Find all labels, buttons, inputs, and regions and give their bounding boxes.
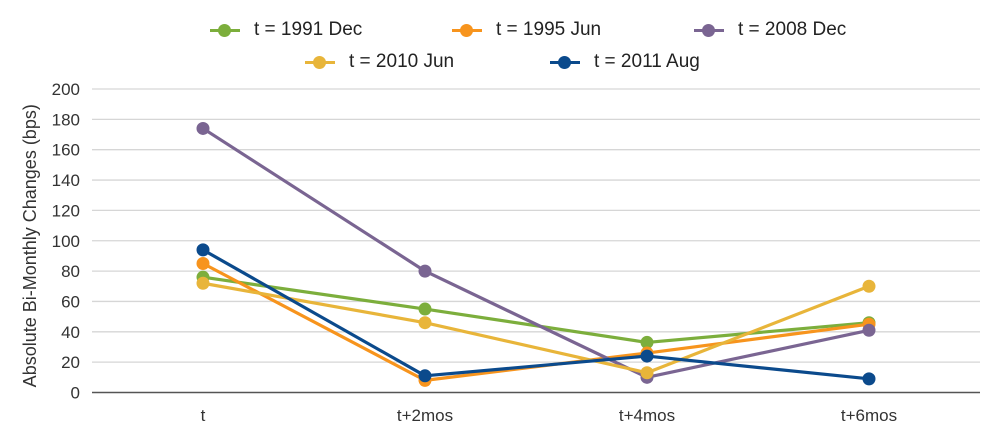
legend-item-1995-jun[interactable]: t = 1995 Jun bbox=[452, 19, 694, 41]
series-line bbox=[202, 275, 870, 345]
data-point[interactable] bbox=[196, 121, 210, 135]
x-tick-label: t bbox=[201, 406, 206, 425]
data-point[interactable] bbox=[862, 372, 876, 386]
legend-label: t = 2011 Aug bbox=[594, 51, 700, 72]
y-tick-label: 100 bbox=[52, 232, 80, 251]
legend-label: t = 1991 Dec bbox=[254, 19, 363, 40]
series-line bbox=[202, 281, 870, 375]
legend-item-2010-jun[interactable]: t = 2010 Jun bbox=[305, 51, 550, 73]
data-point[interactable] bbox=[196, 257, 210, 271]
legend-marker-icon bbox=[550, 56, 580, 69]
legend: t = 1991 Dec t = 1995 Jun t = 2008 Dec t… bbox=[0, 14, 1000, 78]
gridlines bbox=[92, 88, 980, 363]
y-axis-ticks: 0 20 40 60 80 100 120 140 160 180 200 bbox=[52, 80, 80, 403]
legend-label: t = 2008 Dec bbox=[738, 19, 847, 40]
legend-item-2008-dec[interactable]: t = 2008 Dec bbox=[694, 19, 936, 41]
series-t-2011-aug bbox=[196, 243, 876, 386]
data-point[interactable] bbox=[196, 243, 210, 257]
y-tick-label: 140 bbox=[52, 171, 80, 190]
legend-label: t = 2010 Jun bbox=[349, 51, 455, 72]
data-point[interactable] bbox=[418, 264, 432, 278]
series-t-2008-dec bbox=[196, 121, 876, 384]
series-line bbox=[202, 248, 870, 381]
legend-item-1991-dec[interactable]: t = 1991 Dec bbox=[210, 19, 452, 41]
legend-marker-icon bbox=[305, 56, 335, 69]
legend-item-2011-aug[interactable]: t = 2011 Aug bbox=[550, 51, 795, 73]
y-tick-label: 0 bbox=[71, 384, 80, 403]
y-tick-label: 120 bbox=[52, 201, 80, 220]
data-point[interactable] bbox=[862, 279, 876, 293]
legend-label: t = 1995 Jun bbox=[496, 19, 602, 40]
series-line bbox=[202, 127, 870, 379]
x-axis-ticks: t t+2mos t+4mos t+6mos bbox=[201, 406, 897, 425]
x-tick-label: t+2mos bbox=[397, 406, 453, 425]
y-tick-label: 40 bbox=[61, 323, 80, 342]
data-point[interactable] bbox=[640, 366, 654, 380]
y-tick-label: 160 bbox=[52, 141, 80, 160]
legend-marker-icon bbox=[452, 24, 482, 37]
legend-marker-icon bbox=[210, 24, 240, 37]
y-tick-label: 60 bbox=[61, 292, 80, 311]
x-tick-label: t+4mos bbox=[619, 406, 675, 425]
series-t-2010-jun bbox=[196, 276, 876, 380]
legend-row-2: t = 2010 Jun t = 2011 Aug bbox=[0, 46, 1000, 78]
data-point[interactable] bbox=[418, 316, 432, 330]
series-line bbox=[202, 262, 870, 382]
x-tick-label: t+6mos bbox=[841, 406, 897, 425]
series-group bbox=[196, 121, 876, 387]
y-tick-label: 200 bbox=[52, 80, 80, 99]
y-tick-label: 80 bbox=[61, 262, 80, 281]
legend-marker-icon bbox=[694, 24, 724, 37]
y-axis-label: Absolute Bi-Monthly Changes (bps) bbox=[20, 104, 40, 387]
y-tick-label: 180 bbox=[52, 110, 80, 129]
legend-row-1: t = 1991 Dec t = 1995 Jun t = 2008 Dec bbox=[0, 14, 1000, 46]
data-point[interactable] bbox=[418, 302, 432, 316]
data-point[interactable] bbox=[640, 349, 654, 363]
data-point[interactable] bbox=[418, 369, 432, 383]
data-point[interactable] bbox=[640, 335, 654, 349]
data-point[interactable] bbox=[196, 276, 210, 290]
data-point[interactable] bbox=[862, 323, 876, 337]
y-tick-label: 20 bbox=[61, 353, 80, 372]
